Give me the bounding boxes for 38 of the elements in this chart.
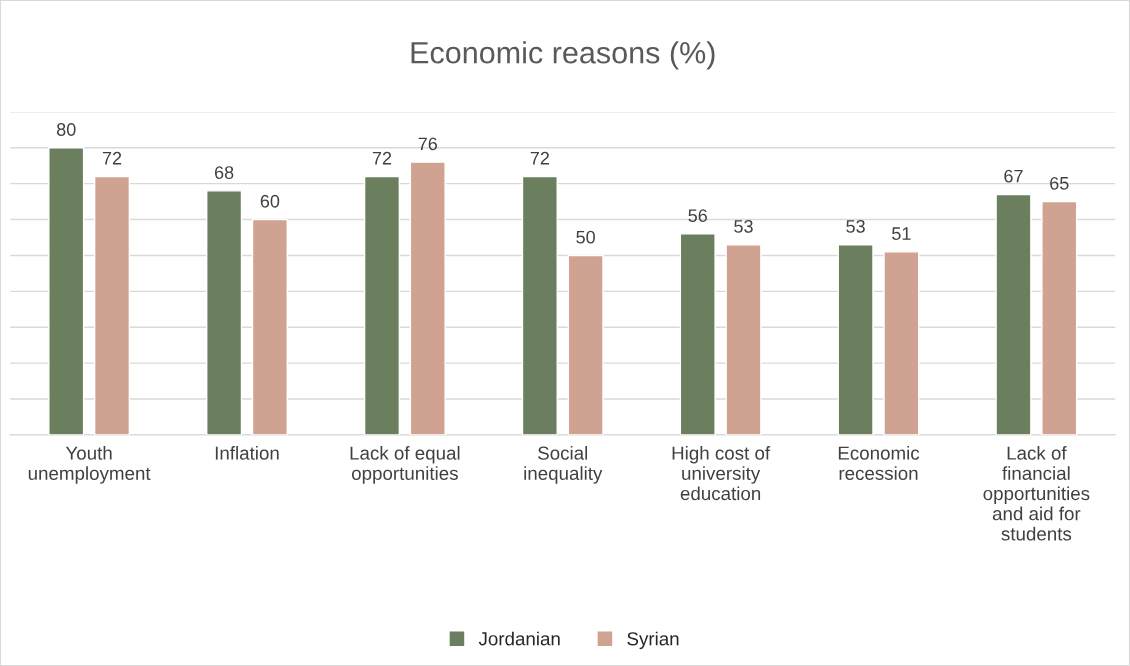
data-label: 65	[1050, 176, 1069, 190]
bar	[251, 218, 288, 435]
bar	[725, 243, 762, 435]
data-label: 67	[1004, 169, 1023, 183]
x-tick-label: Lack of equal opportunities	[350, 446, 460, 484]
x-tick-label: Lack of financial opportunities and aid for students	[983, 446, 1090, 541]
bar	[1041, 200, 1078, 435]
data-label: 80	[56, 123, 76, 136]
x-tick-label: High cost of university education	[672, 446, 771, 501]
x-tick-label: Inflation	[215, 446, 279, 460]
data-label: 50	[576, 230, 595, 244]
bar	[837, 243, 874, 435]
data-label: 72	[102, 151, 122, 165]
bar	[93, 175, 131, 435]
data-label: 56	[688, 209, 707, 223]
data-label: 68	[214, 166, 234, 179]
bar	[679, 233, 716, 435]
data-label: 76	[418, 137, 437, 151]
bar	[521, 175, 558, 435]
bar	[567, 254, 604, 435]
bar	[206, 190, 243, 435]
data-label: 51	[892, 227, 911, 240]
bar	[995, 193, 1032, 435]
chart-title: Economic reasons (%)	[411, 41, 715, 70]
x-tick-label: Youth unemployment	[28, 446, 151, 484]
legend-label: Syrian	[627, 631, 679, 650]
bar	[883, 251, 920, 435]
x-tick-label: Economic recession	[838, 446, 920, 480]
data-label: 60	[260, 194, 280, 208]
bar	[363, 175, 401, 435]
data-label: 53	[734, 219, 753, 233]
data-label: 72	[372, 151, 392, 165]
bar	[409, 161, 446, 435]
data-label: 72	[530, 151, 549, 165]
bar	[48, 147, 85, 435]
x-tick-label: Social inequality	[524, 446, 603, 484]
data-label: 53	[846, 219, 865, 233]
legend-label: Jordanian	[478, 631, 560, 646]
